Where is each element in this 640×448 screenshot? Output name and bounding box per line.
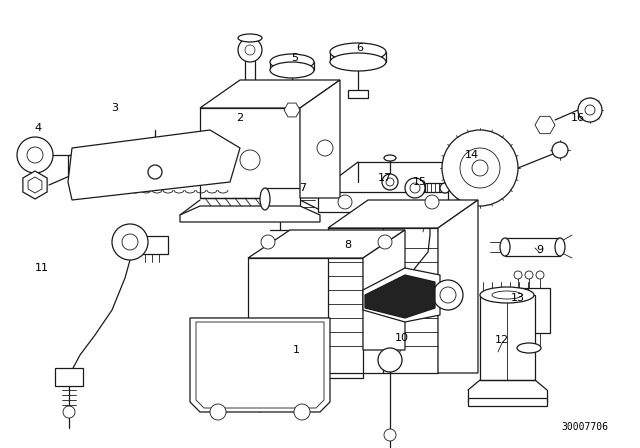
Bar (55, 368, 83, 386)
Circle shape (442, 130, 518, 206)
Circle shape (386, 178, 394, 186)
Circle shape (238, 38, 262, 62)
Bar (318, 192, 448, 212)
Circle shape (514, 271, 522, 279)
Polygon shape (28, 177, 42, 193)
Ellipse shape (384, 155, 396, 161)
Polygon shape (284, 103, 300, 117)
Circle shape (472, 160, 488, 176)
Bar (282, 95, 302, 103)
Ellipse shape (238, 34, 262, 42)
Polygon shape (535, 116, 555, 134)
Ellipse shape (270, 62, 314, 78)
Bar (328, 228, 438, 373)
Text: 15: 15 (413, 177, 427, 187)
Text: 10: 10 (395, 333, 409, 343)
Circle shape (585, 105, 595, 115)
Polygon shape (248, 230, 405, 258)
Ellipse shape (500, 238, 510, 256)
Circle shape (294, 404, 310, 420)
Circle shape (384, 429, 396, 441)
Ellipse shape (517, 343, 541, 353)
Circle shape (552, 142, 568, 158)
Text: 16: 16 (571, 113, 585, 123)
Circle shape (27, 147, 43, 163)
Polygon shape (328, 200, 478, 228)
Bar (425, 183, 445, 193)
Circle shape (63, 406, 75, 418)
Circle shape (148, 165, 162, 179)
Polygon shape (23, 171, 47, 199)
Bar (468, 398, 547, 406)
Ellipse shape (555, 238, 565, 256)
Circle shape (425, 195, 439, 209)
Polygon shape (180, 206, 320, 222)
Bar (265, 188, 300, 210)
Ellipse shape (330, 43, 386, 61)
Circle shape (112, 224, 148, 260)
Text: 8: 8 (344, 240, 351, 250)
Circle shape (578, 98, 602, 122)
Text: 9: 9 (536, 245, 543, 255)
Ellipse shape (330, 53, 386, 71)
Bar (420, 210, 445, 222)
Circle shape (405, 178, 425, 198)
Circle shape (378, 235, 392, 249)
Polygon shape (438, 200, 478, 373)
Text: 14: 14 (465, 150, 479, 160)
Polygon shape (196, 322, 324, 408)
Bar (505, 238, 560, 256)
Polygon shape (200, 80, 340, 108)
Polygon shape (300, 80, 340, 198)
Circle shape (440, 287, 456, 303)
Polygon shape (68, 130, 240, 200)
Bar (138, 236, 168, 254)
Circle shape (410, 183, 420, 193)
Circle shape (240, 150, 260, 170)
Polygon shape (190, 318, 330, 412)
Bar (348, 90, 368, 98)
Text: 3: 3 (111, 103, 118, 113)
Text: 17: 17 (378, 173, 392, 183)
Circle shape (460, 148, 500, 188)
Ellipse shape (440, 183, 450, 193)
Circle shape (245, 45, 255, 55)
Circle shape (525, 271, 533, 279)
Bar (510, 288, 550, 333)
Ellipse shape (270, 54, 314, 70)
Circle shape (317, 140, 333, 156)
Text: 12: 12 (495, 335, 509, 345)
Text: 11: 11 (35, 263, 49, 273)
Polygon shape (363, 268, 440, 322)
Text: 2: 2 (236, 113, 244, 123)
Circle shape (433, 280, 463, 310)
Circle shape (338, 195, 352, 209)
Polygon shape (365, 275, 435, 318)
Bar (480, 295, 535, 380)
Text: 5: 5 (291, 53, 298, 63)
Circle shape (17, 137, 53, 173)
Circle shape (122, 234, 138, 250)
Text: 30007706: 30007706 (561, 422, 608, 432)
Text: 4: 4 (35, 123, 42, 133)
Text: 13: 13 (511, 293, 525, 303)
Polygon shape (363, 230, 405, 350)
Ellipse shape (260, 188, 270, 210)
Circle shape (378, 348, 402, 372)
Text: 6: 6 (356, 43, 364, 53)
Ellipse shape (480, 287, 534, 303)
Bar (248, 258, 363, 378)
Circle shape (210, 404, 226, 420)
Circle shape (382, 174, 398, 190)
Text: 7: 7 (300, 183, 307, 193)
Circle shape (261, 235, 275, 249)
Circle shape (536, 271, 544, 279)
Text: 1: 1 (292, 345, 300, 355)
Ellipse shape (492, 291, 522, 299)
Bar (200, 108, 300, 198)
